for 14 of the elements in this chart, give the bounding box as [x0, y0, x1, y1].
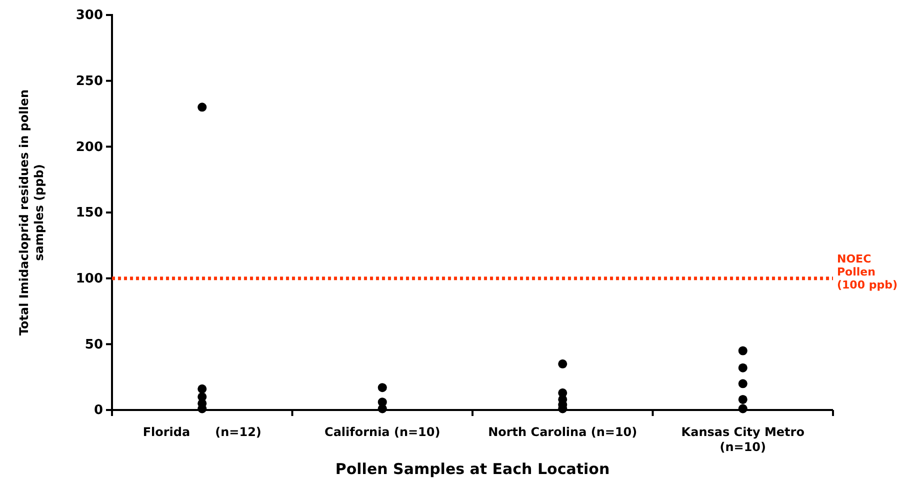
y-tick-label: 300	[76, 8, 103, 24]
y-axis-title: Total Imidacloprid residues in pollen samples (ppb)	[17, 89, 46, 336]
x-axis-title: Pollen Samples at Each Location	[335, 460, 610, 478]
x-tick-label: Kansas City Metro (n=10)	[681, 425, 804, 454]
x-tick-label: California (n=10)	[324, 425, 440, 439]
y-tick-label: 50	[84, 337, 103, 352]
y-tick-label: 100	[76, 271, 103, 286]
y-tick-label: 150	[76, 206, 103, 221]
x-tick-label: North Carolina (n=10)	[488, 425, 638, 439]
ref-line-label: NOEC Pollen (100 ppb)	[837, 252, 898, 292]
y-tick-label: 0	[94, 403, 103, 418]
y-tick-label: 200	[76, 140, 103, 155]
y-tick-label: 250	[76, 74, 103, 89]
x-tick-label: Florida (n=12)	[142, 425, 262, 439]
